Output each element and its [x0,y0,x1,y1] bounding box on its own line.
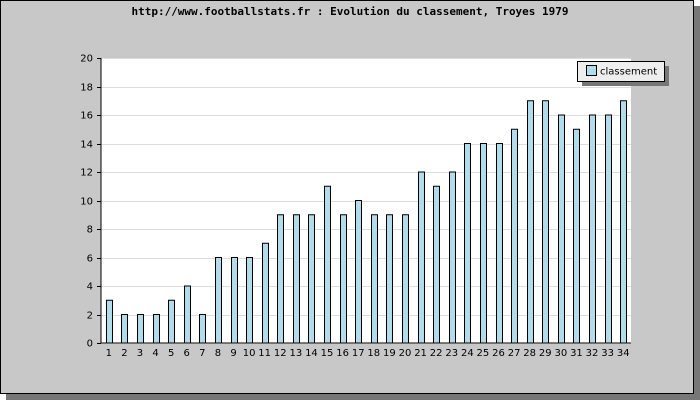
bar [573,128,580,344]
bar [371,214,378,344]
x-tick-label: 29 [539,348,552,359]
bar [168,299,175,344]
y-tick-label: 20 [80,54,93,65]
x-tick-label: 25 [477,348,490,359]
x-tick-label: 5 [168,348,174,359]
bar [153,314,160,344]
bar [386,214,393,344]
x-tick-label: 27 [508,348,521,359]
x-tick-label: 14 [305,348,318,359]
x-tick-label: 18 [367,348,380,359]
y-tick-label: 18 [80,83,93,94]
bar [121,314,128,344]
bar [231,257,238,344]
x-tick-label: 8 [215,348,221,359]
y-tick-label: 16 [80,111,93,122]
y-tick-label: 6 [87,254,93,265]
bar [496,143,503,344]
bar [215,257,222,344]
bar [480,143,487,344]
x-tick-label: 17 [352,348,365,359]
bar [433,185,440,344]
x-tick-label: 32 [586,348,599,359]
x-tick-label: 28 [523,348,536,359]
bar [449,171,456,344]
x-tick-label: 19 [383,348,396,359]
bar [605,114,612,344]
x-tick-label: 23 [445,348,458,359]
x-tick-label: 15 [321,348,334,359]
chart-title: http://www.footballstats.fr : Evolution … [131,5,568,18]
x-tick-label: 4 [152,348,158,359]
bar [558,114,565,344]
bar [340,214,347,344]
y-tick-label: 0 [87,339,93,350]
bar [418,171,425,344]
bar [542,100,549,344]
y-tick-label: 8 [87,225,93,236]
legend [577,61,665,82]
bar [324,185,331,344]
x-tick-label: 9 [230,348,236,359]
legend-label: classement [600,67,657,78]
x-tick-label: 11 [258,348,271,359]
x-tick-label: 2 [121,348,127,359]
y-tick-label: 10 [80,197,93,208]
y-tick-label: 2 [87,311,93,322]
bar [402,214,409,344]
bar [293,214,300,344]
x-tick-label: 22 [430,348,443,359]
bar [620,100,627,344]
x-tick-label: 21 [414,348,427,359]
x-tick-label: 26 [492,348,505,359]
x-tick-label: 31 [570,348,583,359]
y-tick-label: 14 [80,140,93,151]
legend-swatch [586,65,597,76]
bar [106,299,113,344]
x-tick-label: 34 [617,348,630,359]
y-tick-label: 4 [87,282,93,293]
bar [355,200,362,344]
bar [589,114,596,344]
x-tick-label: 10 [243,348,256,359]
x-tick-label: 30 [554,348,567,359]
bar [464,143,471,344]
bar [137,314,144,344]
bar [511,128,518,344]
bar [308,214,315,344]
x-tick-label: 13 [289,348,302,359]
x-tick-label: 6 [184,348,190,359]
bar [527,100,534,344]
bar [199,314,206,344]
y-tick-label: 12 [80,168,93,179]
bar [277,214,284,344]
bar [246,257,253,344]
x-tick-label: 3 [137,348,143,359]
x-tick-label: 7 [199,348,205,359]
x-tick-label: 16 [336,348,349,359]
x-tick-label: 1 [106,348,112,359]
x-tick-label: 12 [274,348,287,359]
x-tick-label: 24 [461,348,474,359]
plot-area [101,58,631,343]
bar [262,242,269,344]
bar [184,285,191,344]
x-tick-label: 33 [601,348,614,359]
x-tick-label: 20 [399,348,412,359]
